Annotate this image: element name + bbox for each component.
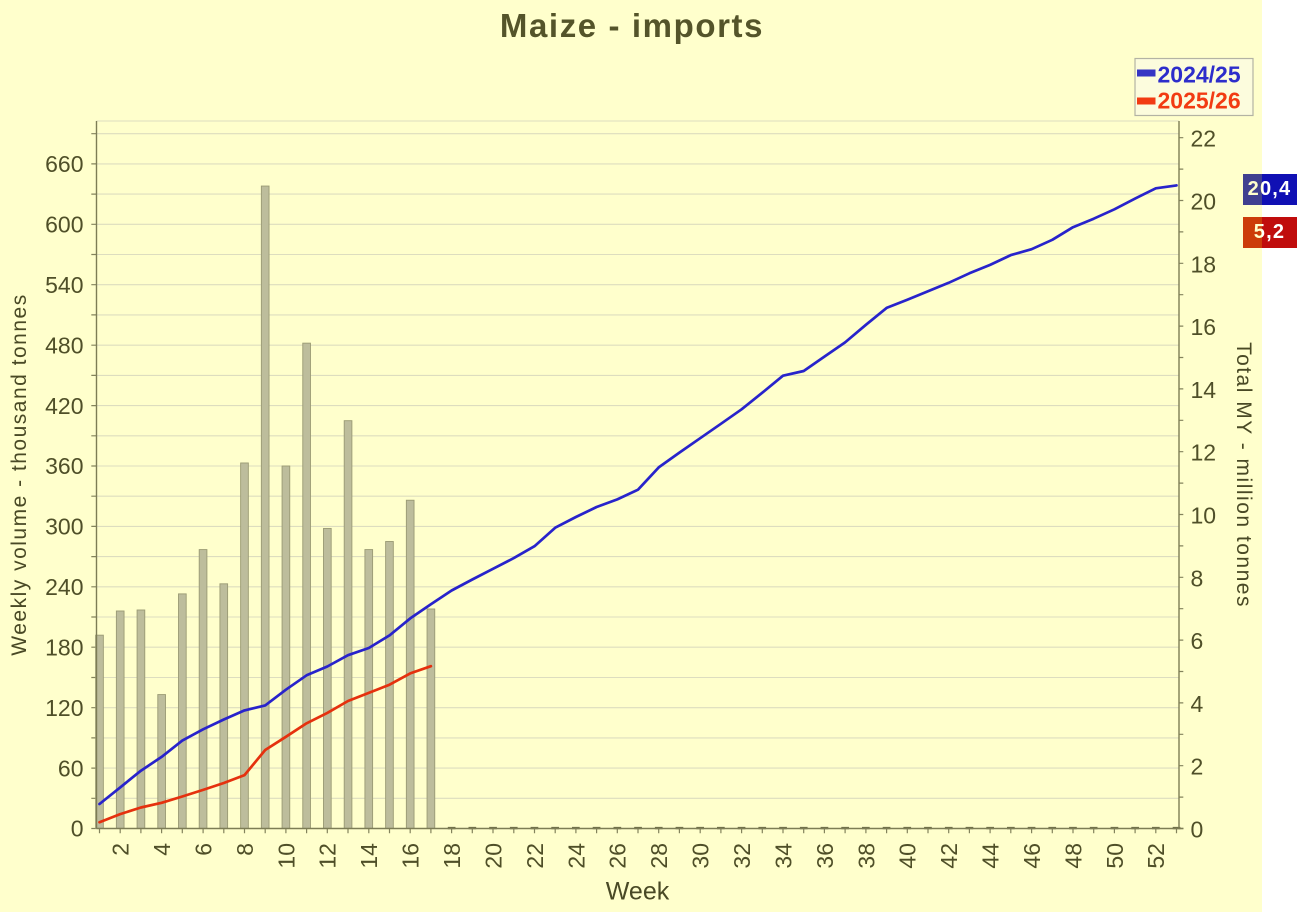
svg-text:36: 36 (812, 843, 838, 869)
svg-text:20: 20 (1191, 189, 1217, 215)
svg-text:16: 16 (398, 843, 424, 869)
svg-text:48: 48 (1060, 843, 1086, 869)
svg-text:10: 10 (1191, 503, 1217, 529)
svg-text:0: 0 (1191, 817, 1204, 843)
svg-text:8: 8 (1191, 565, 1204, 591)
svg-text:46: 46 (1019, 843, 1045, 869)
svg-text:44: 44 (978, 843, 1004, 869)
svg-text:0: 0 (71, 816, 84, 842)
svg-text:Total MY - million tonnes: Total MY - million tonnes (1232, 342, 1255, 608)
svg-text:14: 14 (1191, 377, 1217, 403)
svg-text:2025/26: 2025/26 (1158, 88, 1241, 114)
svg-text:420: 420 (45, 393, 83, 419)
svg-text:12: 12 (315, 843, 341, 869)
svg-text:180: 180 (45, 634, 83, 660)
svg-text:38: 38 (853, 843, 879, 869)
svg-text:24: 24 (563, 843, 589, 869)
svg-text:26: 26 (605, 843, 631, 869)
svg-text:600: 600 (45, 212, 83, 238)
svg-text:14: 14 (356, 843, 382, 869)
svg-text:540: 540 (45, 272, 83, 298)
svg-text:22: 22 (522, 843, 548, 869)
svg-text:42: 42 (936, 843, 962, 869)
svg-text:8: 8 (232, 843, 258, 856)
svg-text:20: 20 (480, 843, 506, 869)
svg-text:2: 2 (1191, 754, 1204, 780)
svg-text:12: 12 (1191, 440, 1217, 466)
svg-text:22: 22 (1191, 126, 1217, 152)
svg-text:50: 50 (1102, 843, 1128, 869)
svg-text:4: 4 (1191, 691, 1204, 717)
svg-text:Week: Week (606, 878, 670, 906)
svg-text:2: 2 (108, 843, 134, 856)
svg-text:240: 240 (45, 574, 83, 600)
svg-text:18: 18 (439, 843, 465, 869)
svg-text:16: 16 (1191, 314, 1217, 340)
svg-text:60: 60 (58, 755, 84, 781)
svg-text:300: 300 (45, 514, 83, 540)
svg-text:40: 40 (895, 843, 921, 869)
svg-text:10: 10 (273, 843, 299, 869)
svg-text:6: 6 (1191, 628, 1204, 654)
svg-text:Maize - imports: Maize - imports (500, 7, 764, 44)
svg-text:2024/25: 2024/25 (1158, 61, 1241, 87)
svg-text:660: 660 (45, 151, 83, 177)
svg-text:6: 6 (191, 843, 217, 856)
svg-text:Weekly volume - thousand tonne: Weekly volume - thousand tonnes (8, 293, 31, 655)
svg-text:28: 28 (646, 843, 672, 869)
svg-text:4: 4 (149, 843, 175, 856)
svg-text:34: 34 (770, 843, 796, 869)
svg-text:30: 30 (688, 843, 714, 869)
svg-text:32: 32 (729, 843, 755, 869)
svg-text:360: 360 (45, 453, 83, 479)
svg-text:52: 52 (1143, 843, 1169, 869)
svg-text:480: 480 (45, 332, 83, 358)
svg-text:120: 120 (45, 695, 83, 721)
svg-text:18: 18 (1191, 251, 1217, 277)
